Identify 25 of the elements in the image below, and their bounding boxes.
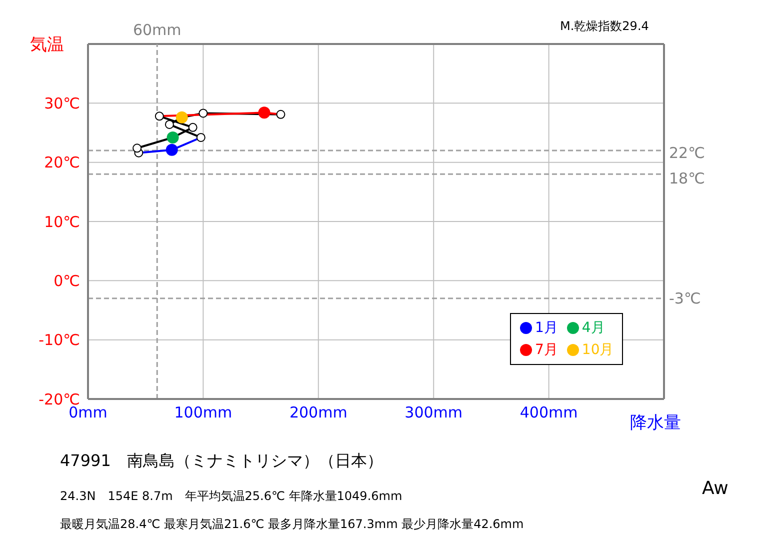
- x-axis-title: 降水量: [630, 412, 681, 434]
- ref-line-label: 22℃: [669, 144, 705, 162]
- legend-label: 4月: [582, 319, 605, 337]
- x-tick-label: 400mm: [520, 404, 578, 422]
- x-tick-label: 300mm: [404, 404, 463, 422]
- legend-label: 10月: [582, 341, 614, 359]
- ref-line-label: -3℃: [669, 290, 701, 308]
- ref-line-label: 60mm: [132, 21, 182, 39]
- text: 最暖月気温28.4℃ 最寒月気温21.6℃ 最多月降水量167.3mm 最少月降水量42.6mm: [60, 516, 524, 533]
- text: M.乾燥指数29.4: [560, 18, 649, 35]
- legend-label: 7月: [535, 341, 558, 359]
- y-tick-label: 10℃: [44, 212, 80, 231]
- x-tick-label: 0mm: [68, 404, 108, 422]
- ref-line-label: 18℃: [669, 169, 705, 188]
- x-tick-label: 100mm: [174, 404, 232, 422]
- text: Aw: [702, 478, 728, 499]
- y-tick-label: 30℃: [44, 94, 80, 112]
- y-axis-title: 気温: [30, 34, 64, 56]
- legend-label: 1月: [535, 319, 558, 337]
- x-tick-label: 200mm: [289, 404, 348, 422]
- y-tick-label: 20℃: [44, 154, 80, 172]
- text: 24.3N 154E 8.7m 年平均気温25.6℃ 年降水量1049.6mm: [60, 488, 402, 505]
- text: 47991 南鳥島（ミナミトリシマ）（日本）: [60, 451, 383, 472]
- y-tick-label: -10℃: [38, 331, 80, 350]
- y-tick-label: 0℃: [54, 272, 80, 290]
